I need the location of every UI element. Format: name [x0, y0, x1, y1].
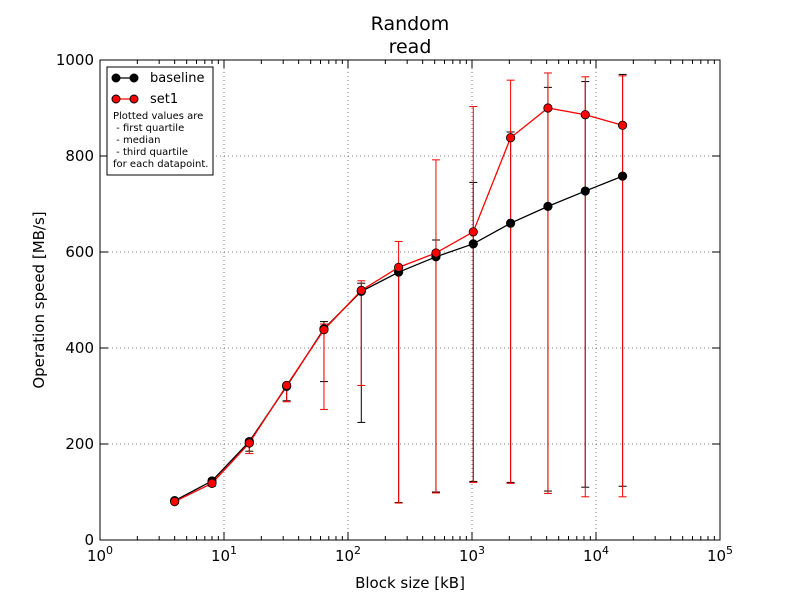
y-tick-label: 200: [65, 435, 94, 453]
data-point-set1: [244, 438, 254, 448]
x-tick-label: 101: [211, 544, 237, 565]
x-tick-label: 102: [335, 544, 361, 565]
data-point-set1: [319, 325, 329, 335]
axis-ticks: [99, 59, 721, 541]
plot-frame: [99, 59, 721, 541]
chart-title-line-2: read: [389, 36, 432, 58]
data-point-set1: [543, 103, 553, 113]
grid: [100, 60, 720, 540]
y-tick-label: 1000: [56, 51, 94, 69]
legend-marker-set1: [111, 94, 121, 104]
data-point-baseline: [543, 201, 553, 211]
y-tick-label: 400: [65, 339, 94, 357]
chart-title-line-1: Random: [371, 13, 450, 35]
x-tick-label: 100: [87, 544, 113, 565]
data-point-set1: [580, 110, 590, 120]
legend-label-baseline: baseline: [150, 71, 204, 86]
legend: baseline set1 Plotted values are - first…: [106, 66, 214, 176]
legend-note-line: for each datapoint.: [113, 159, 208, 170]
y-tick-labels: 0 200 400 600 800 1000: [56, 51, 94, 549]
y-tick-label: 800: [65, 147, 94, 165]
data-point-set1: [207, 478, 217, 488]
series-markers: [170, 103, 628, 507]
data-point-set1: [282, 380, 292, 391]
legend-note-line: - median: [113, 135, 160, 146]
x-axis-label: Block size [kB]: [355, 574, 465, 592]
data-point-set1: [394, 262, 404, 272]
legend-note-line: - first quartile: [113, 123, 184, 134]
legend-note-line: - third quartile: [113, 147, 188, 158]
legend-marker-baseline: [111, 73, 121, 83]
legend-marker-set1: [129, 94, 139, 104]
data-point-set1: [617, 120, 628, 130]
data-point-set1: [356, 285, 366, 295]
data-point-baseline: [468, 239, 478, 249]
x-tick-labels: 100 101 102 103 104 105: [87, 544, 733, 565]
y-tick-label: 0: [84, 531, 94, 549]
data-point-baseline: [617, 171, 628, 181]
data-point-baseline: [580, 186, 590, 196]
legend-marker-baseline: [129, 73, 139, 83]
legend-box: [106, 66, 214, 176]
legend-label-set1: set1: [150, 92, 178, 107]
legend-note-line: Plotted values are: [113, 111, 203, 122]
y-tick-label: 600: [65, 243, 94, 261]
data-point-set1: [170, 496, 180, 507]
data-point-baseline: [506, 218, 516, 228]
data-point-set1: [506, 133, 516, 143]
x-tick-label: 103: [459, 544, 485, 565]
data-point-set1: [468, 227, 478, 237]
y-axis-label: Operation speed [MB/s]: [30, 211, 48, 388]
data-point-set1: [431, 248, 441, 258]
x-tick-label: 104: [583, 544, 609, 565]
x-tick-label: 105: [707, 544, 733, 565]
